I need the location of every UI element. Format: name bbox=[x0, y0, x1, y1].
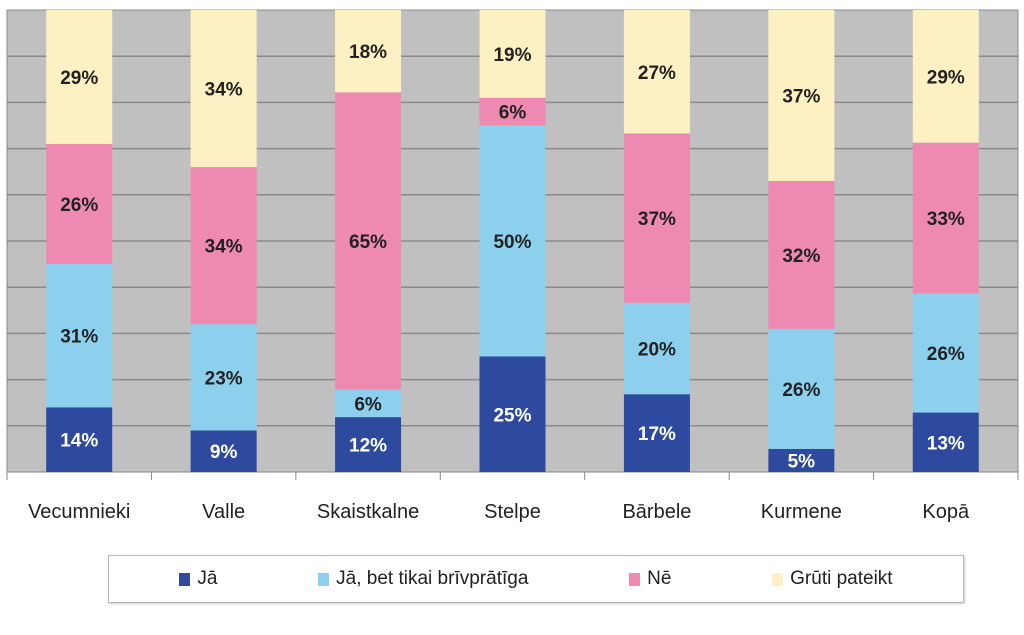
data-label: 29% bbox=[927, 67, 965, 88]
legend-item-ja: Jā bbox=[179, 568, 217, 590]
legend-item-gruti: Grūti pateikt bbox=[772, 568, 893, 590]
data-label: 6% bbox=[354, 394, 382, 415]
legend-label: Nē bbox=[647, 568, 672, 589]
data-label: 26% bbox=[927, 344, 965, 365]
bar-segment bbox=[335, 92, 402, 390]
bar-segment bbox=[335, 10, 402, 93]
data-label: 65% bbox=[349, 232, 387, 253]
bar-segment bbox=[46, 264, 113, 408]
bar-segment bbox=[335, 389, 402, 418]
bar-segment bbox=[623, 10, 690, 134]
legend-swatch bbox=[772, 572, 784, 586]
legend-item-ja-bet: Jā, bet tikai brīvprātīga bbox=[318, 568, 528, 590]
data-label: 19% bbox=[493, 45, 531, 66]
data-label: 13% bbox=[927, 433, 965, 454]
data-label: 37% bbox=[638, 209, 676, 230]
legend: Jā Jā, bet tikai brīvprātīga Nē Grūti pa… bbox=[108, 555, 964, 603]
data-label: 34% bbox=[205, 80, 243, 101]
bar-segment bbox=[912, 10, 979, 143]
data-label: 32% bbox=[782, 246, 820, 267]
bar-segment bbox=[623, 302, 690, 395]
legend-swatch bbox=[629, 572, 641, 586]
data-label: 25% bbox=[493, 405, 531, 426]
data-label: 26% bbox=[782, 380, 820, 401]
data-label: 20% bbox=[638, 339, 676, 360]
bar-segment bbox=[46, 143, 113, 265]
data-label: 23% bbox=[205, 368, 243, 389]
data-label: 26% bbox=[60, 195, 98, 216]
data-label: 18% bbox=[349, 42, 387, 63]
data-label: 5% bbox=[788, 451, 816, 472]
data-label: 33% bbox=[927, 209, 965, 230]
x-tick-label: Stelpe bbox=[484, 501, 541, 523]
data-label: 17% bbox=[638, 424, 676, 445]
data-label: 6% bbox=[499, 103, 527, 124]
legend-label: Grūti pateikt bbox=[790, 568, 893, 589]
data-label: 27% bbox=[638, 63, 676, 84]
legend-item-ne: Nē bbox=[629, 568, 671, 590]
bar-segment bbox=[623, 133, 690, 303]
x-tick-label: Kurmene bbox=[761, 501, 842, 523]
data-label: 9% bbox=[210, 442, 238, 463]
x-tick-label: Skaistkalne bbox=[317, 501, 419, 523]
x-tick-label: Vecumnieki bbox=[28, 501, 130, 523]
bar-segment bbox=[479, 97, 546, 126]
x-tick-label: Kopā bbox=[922, 501, 970, 523]
bar-segment bbox=[768, 180, 835, 329]
bar-segment bbox=[912, 142, 979, 294]
x-tick-label: Valle bbox=[202, 501, 245, 523]
bar-segment bbox=[335, 417, 402, 472]
data-label: 34% bbox=[205, 237, 243, 258]
bar-segment bbox=[46, 10, 113, 144]
bar-segment bbox=[46, 407, 113, 472]
data-label: 29% bbox=[60, 68, 98, 89]
bar-segment bbox=[912, 293, 979, 413]
legend-swatch bbox=[179, 572, 191, 586]
bar-segment bbox=[190, 10, 257, 168]
data-label: 31% bbox=[60, 327, 98, 348]
data-label: 14% bbox=[60, 431, 98, 452]
bar-segment bbox=[768, 328, 835, 449]
legend-swatch bbox=[318, 572, 330, 586]
data-label: 50% bbox=[493, 232, 531, 253]
bar-segment bbox=[912, 412, 979, 472]
bar-segment bbox=[768, 448, 835, 472]
bar-segment bbox=[479, 125, 546, 357]
bar-segment bbox=[623, 394, 690, 472]
data-label: 37% bbox=[782, 86, 820, 107]
data-label: 12% bbox=[349, 436, 387, 457]
bar-segment bbox=[190, 324, 257, 431]
x-tick-label: Bārbele bbox=[622, 501, 691, 523]
legend-label: Jā bbox=[197, 568, 218, 589]
bar-segment bbox=[190, 167, 257, 325]
bar-segment bbox=[479, 356, 546, 472]
bar-segment bbox=[190, 430, 257, 472]
stacked-bar-chart: 14% 31% 26% 29% Vecumnieki 9% 23% 34% 34% Valle 12… bbox=[6, 9, 1019, 523]
bar-segment bbox=[479, 10, 546, 98]
legend-label: Jā, bet tikai brīvprātīga bbox=[336, 568, 529, 589]
bar-segment bbox=[768, 10, 835, 181]
